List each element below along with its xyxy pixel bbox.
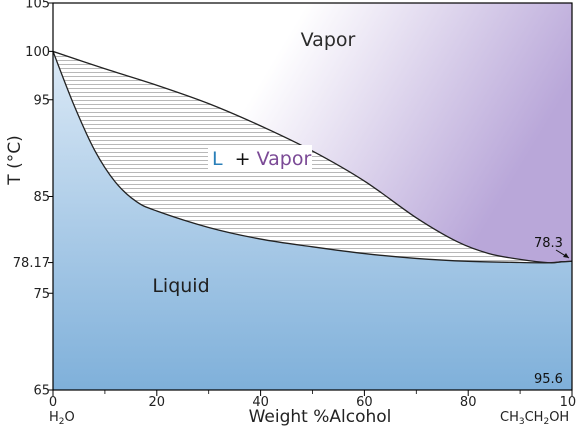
two-phase-label: L + Vapor [208,145,312,170]
y-tick-label: 100 [25,45,50,60]
x-tick-label: 60 [356,395,373,410]
x-tick-label: 80 [460,395,477,410]
y-tick-label: 85 [33,190,50,205]
x-tick-label: 40 [252,395,269,410]
two-phase-l: L [212,148,223,170]
y-tick-label: 65 [33,384,50,399]
y-axis-title: T (°C) [5,135,25,185]
x-left-end-label: H2O [49,410,75,427]
vapor-region [53,3,572,263]
liquid-label: Liquid [152,275,209,297]
axis-ticks: 0 20 40 60 80 100 65 75 78.17 85 95 100 105 [13,0,576,410]
liquid-curve [53,51,572,264]
y-tick-label: 105 [25,0,50,12]
x-tick-label: 100 [560,395,576,410]
azeotrope-composition-label: 95.6 [534,372,563,387]
x-tick-label: 0 [49,395,57,410]
x-axis-title: Weight %Alcohol [249,407,392,427]
y-tick-label: 75 [33,287,50,302]
y-tick-label: 95 [33,93,50,108]
azeotrope-arrowhead [563,253,569,258]
two-phase-vapor: Vapor [257,148,312,170]
y-tick-label: 78.17 [13,256,50,271]
svg-text:L + Vapor: L + Vapor [212,148,311,170]
x-tick-label: 20 [149,395,166,410]
two-phase-region [53,51,572,263]
x-right-end-label: CH3CH2OH [500,410,569,427]
two-phase-plus: + [235,148,251,170]
vapor-label: Vapor [301,29,356,51]
azeotrope-temp-label: 78.3 [534,236,563,251]
